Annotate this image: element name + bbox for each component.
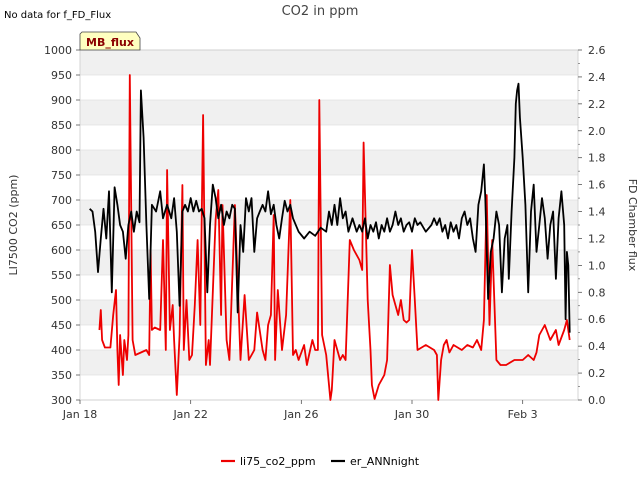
right-axis-ticks: 0.0 0.2 0.4 0.6 0.8 1.0 1.2 1.4 1.6 1.8 2.0 2.2 2.4 2… [578, 44, 606, 407]
right-tick-label: 2.4 [588, 71, 606, 84]
left-tick-label: 600 [51, 244, 72, 257]
chart-title: CO2 in ppm [282, 4, 359, 19]
mb-flux-badge-box [79, 31, 141, 51]
left-tick-label: 300 [51, 394, 72, 407]
left-tick-label: 700 [51, 194, 72, 207]
left-tick-label: 450 [51, 319, 72, 332]
left-tick-label: 900 [51, 94, 72, 107]
right-tick-label: 1.8 [588, 152, 606, 165]
right-tick-label: 1.4 [588, 206, 606, 219]
right-tick-label: 0.8 [588, 286, 606, 299]
right-tick-label: 2.6 [588, 44, 606, 57]
band [80, 150, 578, 175]
left-tick-label: 950 [51, 69, 72, 82]
left-tick-label: 800 [51, 144, 72, 157]
right-tick-label: 0.6 [588, 313, 606, 326]
left-tick-label: 550 [51, 269, 72, 282]
band [80, 350, 578, 375]
left-tick-label: 750 [51, 169, 72, 182]
right-tick-label: 1.6 [588, 179, 606, 192]
left-tick-label: 650 [51, 219, 72, 232]
no-data-note: No data for f_FD_Flux [4, 10, 111, 21]
series-line-li75_co2_ppm [98, 74, 571, 401]
right-tick-label: 2.2 [588, 98, 606, 111]
left-axis-label: LI7500 CO2 (ppm) [7, 175, 20, 276]
x-tick-label: Jan 18 [62, 408, 97, 421]
left-tick-label: 850 [51, 119, 72, 132]
mb-flux-badge-label: MB_flux [86, 36, 134, 49]
band [80, 100, 578, 125]
legend-label-li75: li75_co2_ppm [240, 455, 316, 468]
right-tick-label: 1.0 [588, 259, 606, 272]
x-axis-ticks: Jan 18 Jan 22 Jan 26 Jan 30 Feb 3 [62, 400, 538, 421]
mb-flux-badge: MB_flux [79, 31, 141, 51]
left-tick-label: 400 [51, 344, 72, 357]
right-tick-label: 0.0 [588, 394, 606, 407]
right-tick-label: 2.0 [588, 125, 606, 138]
x-tick-label: Jan 26 [283, 408, 318, 421]
left-tick-label: 500 [51, 294, 72, 307]
left-axis-ticks: 300 350 400 450 500 550 600 650 700 750 800 850 900 9… [44, 44, 80, 407]
x-tick-label: Jan 30 [394, 408, 429, 421]
left-tick-label: 1000 [44, 44, 72, 57]
x-tick-label: Jan 22 [172, 408, 207, 421]
legend-label-er: er_ANNnight [350, 455, 420, 468]
band [80, 300, 578, 325]
x-tick-label: Feb 3 [508, 408, 538, 421]
series-line-er_ANNnight [89, 82, 571, 333]
band [80, 50, 578, 75]
series-layer [89, 74, 571, 401]
right-tick-label: 0.4 [588, 340, 606, 353]
right-tick-label: 0.2 [588, 367, 606, 380]
left-tick-label: 350 [51, 369, 72, 382]
right-tick-label: 1.2 [588, 232, 606, 245]
legend: li75_co2_ppm er_ANNnight [221, 455, 420, 468]
right-axis-label: FD Chamber flux [626, 179, 639, 272]
